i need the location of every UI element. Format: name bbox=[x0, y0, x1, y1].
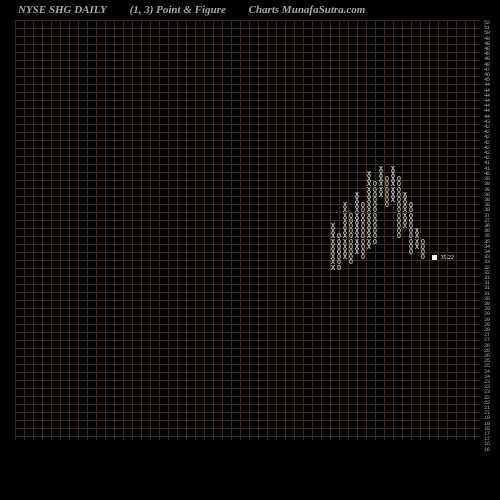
o-mark: O bbox=[420, 255, 426, 262]
y-axis-labels: 5251504948484848484746454444444444444443… bbox=[484, 20, 498, 440]
o-mark: O bbox=[348, 260, 354, 267]
source-label: Charts MunafaSutra.com bbox=[249, 4, 366, 16]
o-mark: O bbox=[396, 234, 402, 241]
params-label: (1, 3) Point & Figure bbox=[130, 4, 226, 16]
marker-price-value: 35.22 bbox=[441, 255, 455, 261]
o-mark: O bbox=[360, 255, 366, 262]
exchange-symbol-label: NYSE SHG DAILY bbox=[18, 4, 107, 16]
chart-title-bar: NYSE SHG DAILY (1, 3) Point & Figure Cha… bbox=[18, 4, 385, 16]
current-price-marker: 35.22 bbox=[432, 255, 454, 261]
marker-box-icon bbox=[432, 255, 437, 260]
pnf-chart-container: NYSE SHG DAILY (1, 3) Point & Figure Cha… bbox=[0, 0, 500, 500]
y-axis-tick: 16 bbox=[484, 447, 498, 452]
o-mark: O bbox=[336, 266, 342, 273]
o-mark: O bbox=[372, 240, 378, 247]
